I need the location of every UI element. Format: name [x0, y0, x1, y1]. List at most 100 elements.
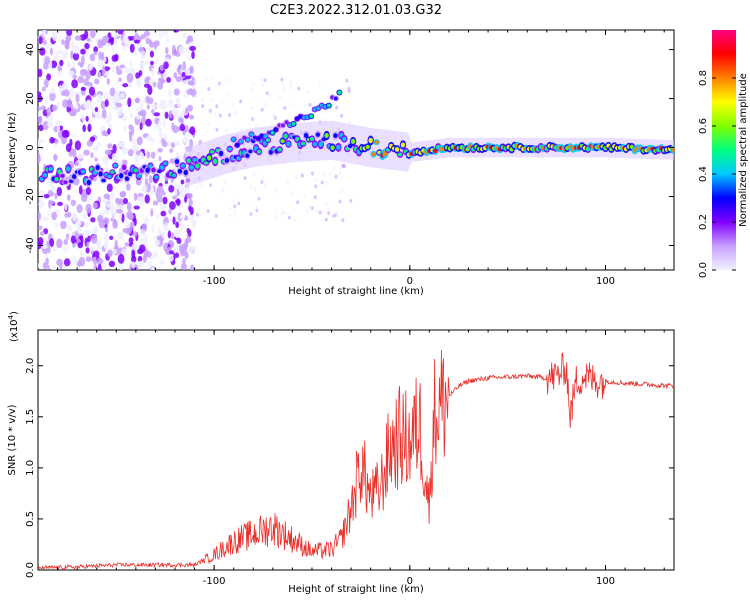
noise-blob — [191, 51, 195, 60]
noise-blob — [47, 209, 51, 216]
noise-blob — [125, 183, 131, 191]
noise-blob — [189, 126, 196, 136]
branch-blob — [316, 106, 321, 111]
noise-blob — [156, 193, 163, 203]
noise-blob — [38, 211, 42, 222]
noise-blob — [225, 128, 229, 133]
noise-blob — [268, 93, 272, 98]
noise-blob — [118, 77, 122, 82]
noise-blob — [168, 184, 175, 193]
ridge-blob — [397, 152, 403, 157]
noise-blob — [106, 78, 110, 86]
x-tick-label: 100 — [596, 576, 615, 587]
noise-blob — [64, 212, 69, 218]
y-tick-label: 40 — [25, 43, 36, 56]
branch-blob — [231, 137, 236, 142]
noise-blob — [294, 175, 298, 180]
noise-blob — [110, 217, 114, 222]
noise-blob — [88, 86, 96, 96]
noise-blob — [171, 106, 177, 116]
noise-blob — [46, 264, 50, 270]
ridge-blob — [66, 166, 71, 172]
y-tick-label: 0.0 — [25, 562, 36, 578]
noise-blob — [184, 251, 189, 260]
noise-blob — [254, 205, 258, 210]
noise-blob — [148, 175, 153, 184]
noise-blob — [180, 118, 184, 126]
branch-blob — [281, 123, 286, 128]
ridge-blob — [154, 175, 159, 180]
ridge-blob — [224, 158, 230, 163]
noise-blob — [163, 61, 169, 70]
noise-blob — [94, 106, 99, 113]
noise-blob — [117, 253, 125, 264]
noise-blob — [302, 103, 306, 108]
noise-blob — [83, 222, 89, 228]
x-tick-label: 100 — [596, 276, 615, 287]
noise-blob — [86, 139, 93, 147]
noise-blob — [162, 196, 168, 205]
noise-blob — [144, 234, 148, 243]
ridge-blob — [92, 170, 97, 176]
spectrogram-x-ticks: -100 0 100 — [37, 30, 665, 287]
branch-blob — [273, 127, 278, 132]
noise-blob — [93, 225, 98, 236]
ridge-blob — [256, 149, 262, 154]
noise-blob — [166, 76, 171, 83]
noise-blob — [208, 108, 212, 113]
noise-blob — [233, 212, 237, 217]
noise-blob — [191, 221, 197, 230]
noise-blob — [194, 94, 198, 99]
noise-blob — [86, 37, 91, 42]
noise-blob — [119, 64, 126, 69]
noise-blob — [148, 41, 155, 48]
noise-blob — [347, 86, 351, 91]
noise-blob — [42, 40, 47, 45]
noise-blob — [59, 59, 64, 67]
noise-blob — [231, 103, 235, 108]
noise-blob — [188, 245, 194, 254]
noise-blob — [122, 83, 129, 88]
noise-blob — [70, 50, 74, 60]
ridge-blob — [342, 136, 347, 141]
noise-blob — [140, 49, 146, 60]
ridge-blob — [227, 147, 232, 151]
noise-blob — [38, 225, 43, 231]
noise-blob — [173, 245, 177, 254]
noise-blob — [56, 186, 63, 197]
noise-blob — [116, 79, 120, 85]
branch-blob — [235, 143, 240, 148]
noise-blob — [104, 99, 109, 107]
noise-blob — [194, 131, 198, 136]
noise-blob — [170, 232, 175, 240]
noise-blob — [282, 86, 286, 91]
noise-blob — [261, 83, 265, 88]
noise-blob — [163, 133, 167, 141]
noise-blob — [252, 171, 256, 176]
noise-blob — [38, 147, 44, 152]
noise-blob — [76, 226, 82, 235]
noise-blob — [86, 85, 90, 92]
noise-blob — [153, 235, 158, 240]
noise-blob — [152, 250, 158, 259]
y-tick-label: 2.0 — [25, 358, 36, 374]
noise-blob — [172, 264, 179, 270]
noise-blob — [80, 86, 86, 91]
noise-blob — [47, 115, 53, 122]
noise-blob — [251, 106, 255, 111]
noise-blob — [61, 99, 69, 108]
noise-blob — [186, 88, 194, 95]
noise-blob — [175, 76, 182, 83]
noise-blob — [66, 30, 73, 37]
noise-blob — [112, 104, 118, 111]
ridge-blob — [189, 165, 194, 170]
noise-blob — [109, 36, 115, 43]
noise-blob — [80, 48, 86, 55]
noise-blob — [338, 199, 342, 204]
ridge-blob — [333, 133, 338, 139]
ridge-blob — [136, 173, 141, 179]
noise-blob — [145, 251, 152, 258]
noise-blob — [167, 140, 172, 147]
noise-blob — [291, 102, 295, 107]
